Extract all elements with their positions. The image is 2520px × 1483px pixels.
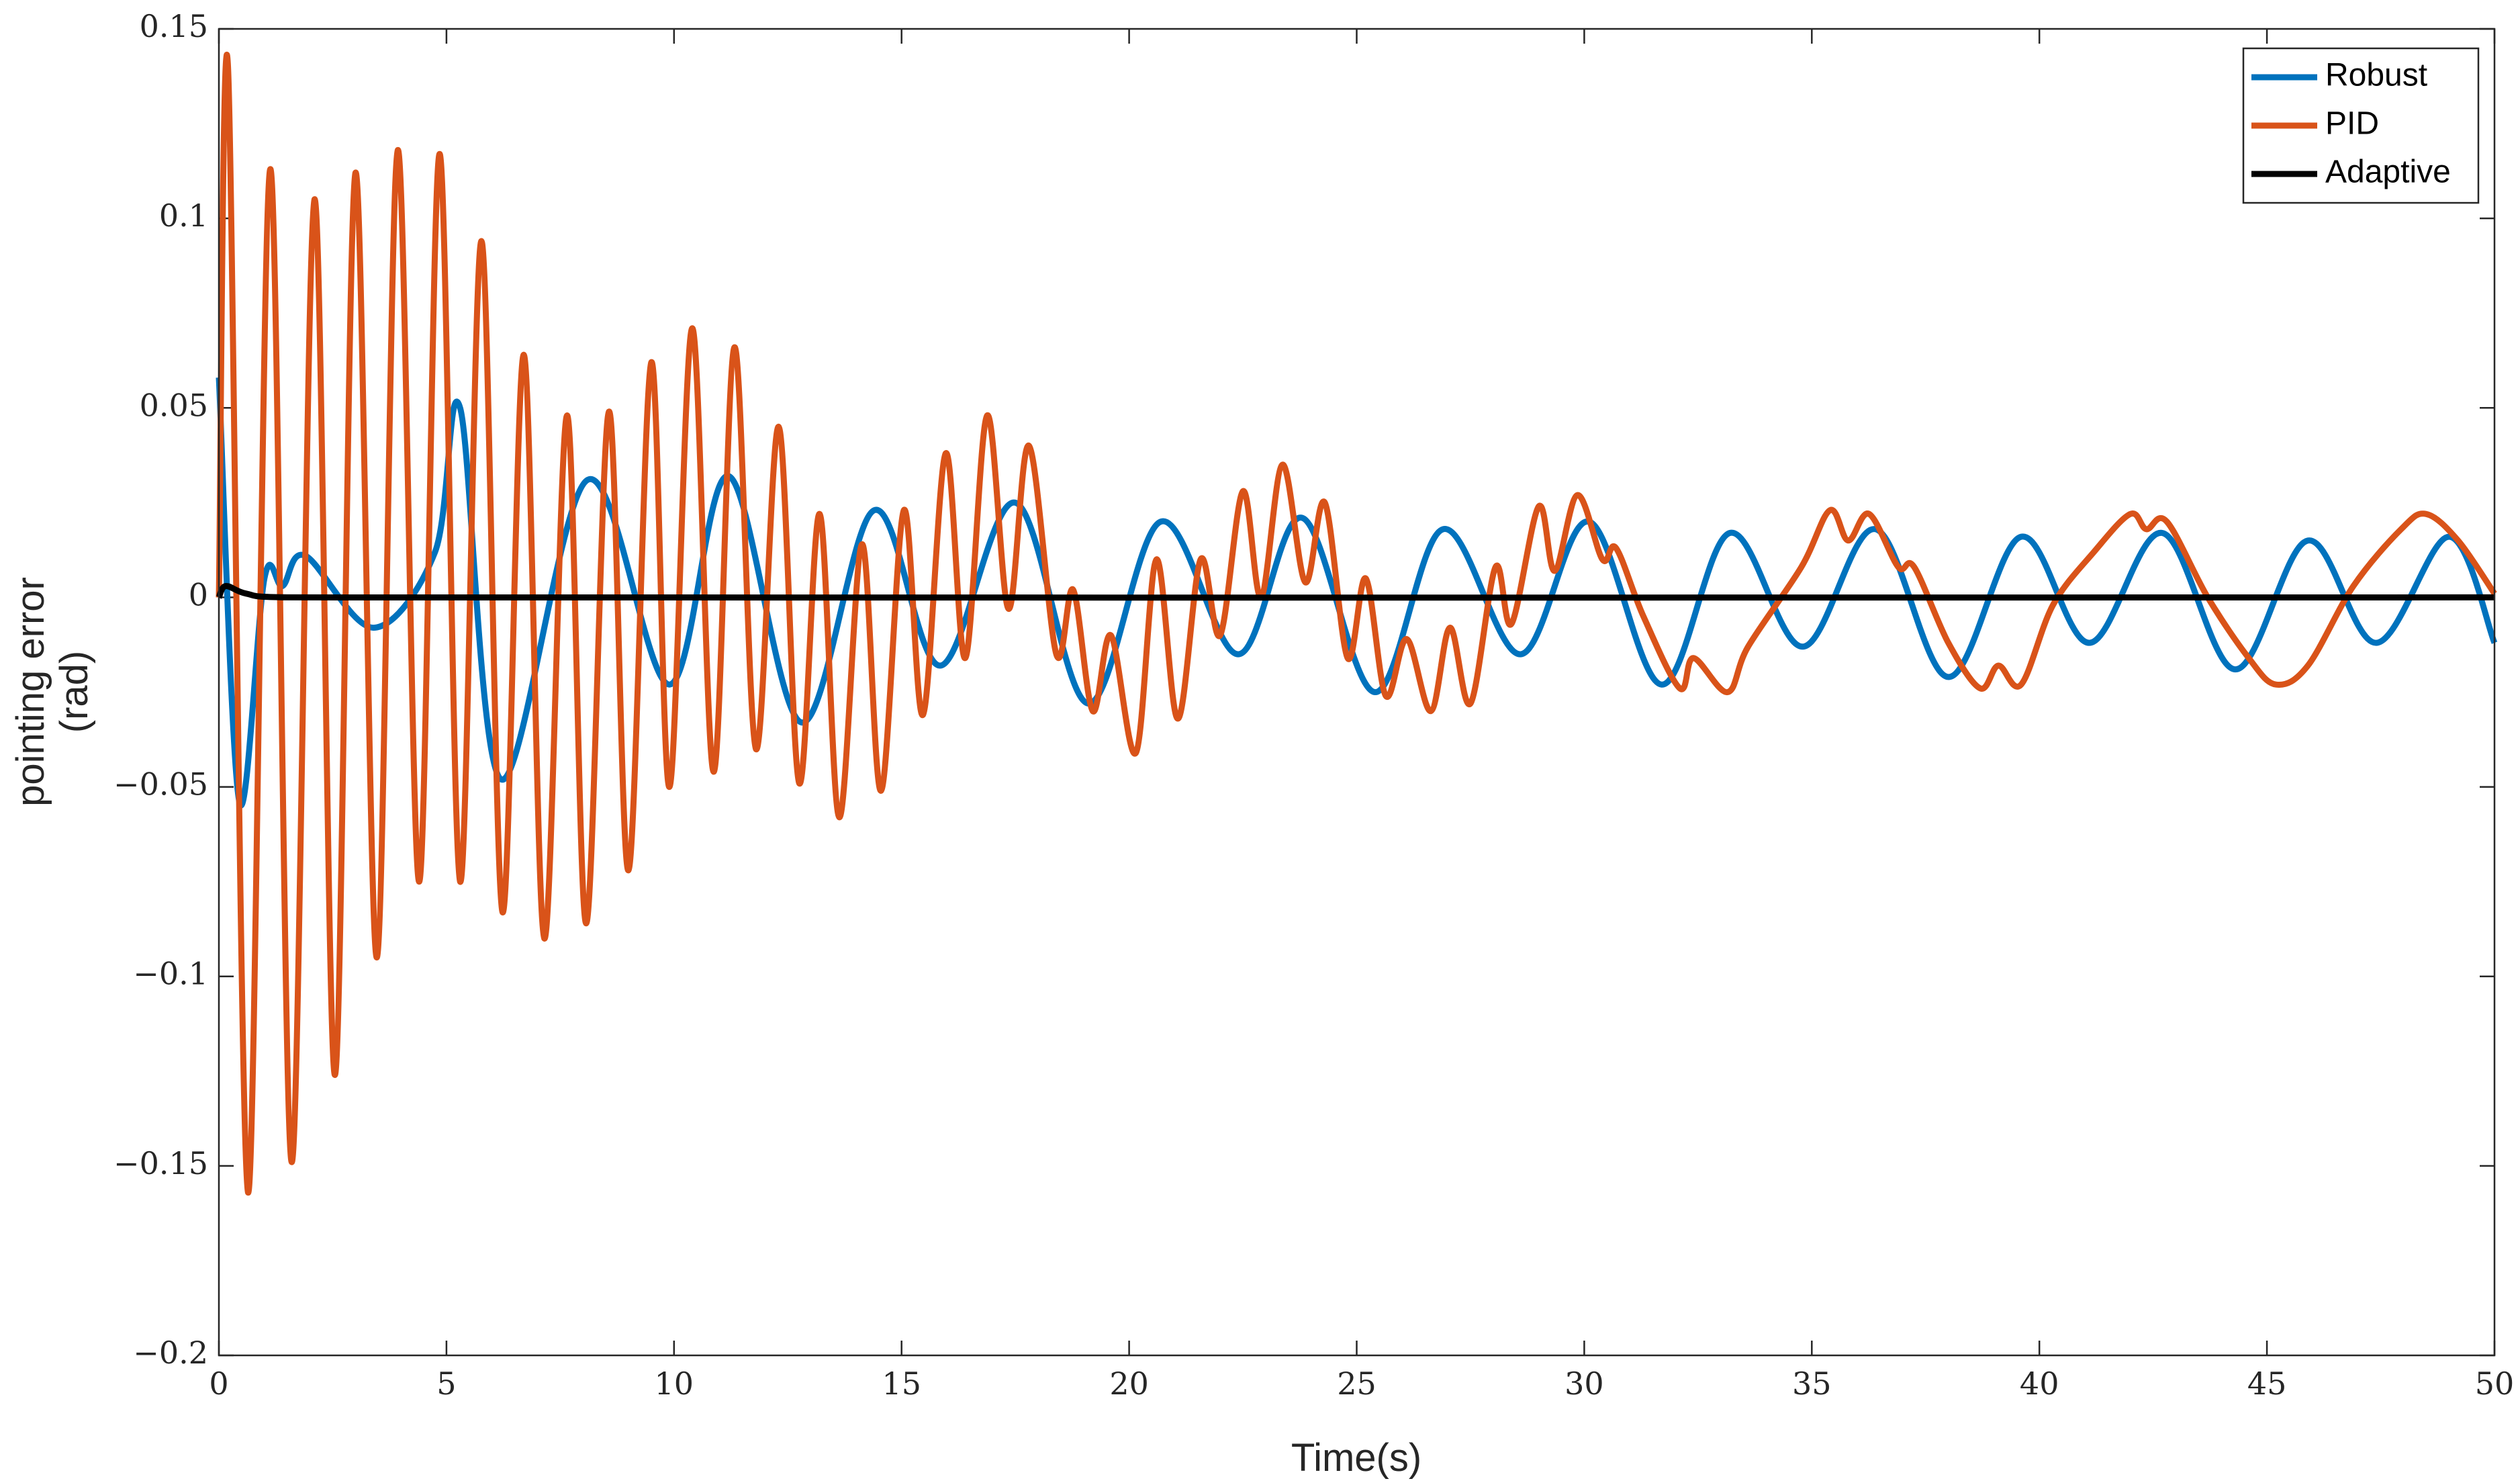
x-tick-label: 20 xyxy=(1109,1365,1149,1402)
y-tick-label: 0.05 xyxy=(140,387,208,423)
y-axis-label: pointing error xyxy=(9,577,52,807)
x-tick-label: 10 xyxy=(655,1365,694,1402)
series-line xyxy=(216,583,2495,601)
plot-frame xyxy=(218,28,2496,1357)
legend-label: Robust xyxy=(2325,58,2427,93)
legend-label: PID xyxy=(2325,106,2379,142)
y-tick-label: 0.15 xyxy=(140,8,208,44)
x-tick-label: 5 xyxy=(436,1365,456,1402)
y-tick-label: 0 xyxy=(189,576,208,613)
x-axis-label: Time(s) xyxy=(1291,1436,1421,1480)
x-tick-label: 30 xyxy=(1565,1365,1604,1402)
series-line xyxy=(216,52,2497,1196)
y-tick-label: 0.1 xyxy=(159,197,208,234)
y-tick-label: −0.1 xyxy=(133,956,208,992)
x-tick-label: 25 xyxy=(1337,1365,1376,1402)
x-tick-label: 15 xyxy=(882,1365,921,1402)
x-tick-label: 40 xyxy=(2020,1365,2059,1402)
x-tick-label: 50 xyxy=(2475,1365,2515,1402)
x-tick-label: 35 xyxy=(1792,1365,1832,1402)
y-axis-label: (rad) xyxy=(52,651,96,733)
legend-label: Adaptive xyxy=(2325,154,2451,190)
y-tick-label: −0.15 xyxy=(113,1145,208,1181)
x-tick-label: 0 xyxy=(209,1365,228,1402)
x-tick-label: 45 xyxy=(2247,1365,2287,1402)
y-tick-label: −0.05 xyxy=(113,766,208,803)
y-tick-label: −0.2 xyxy=(133,1335,208,1371)
